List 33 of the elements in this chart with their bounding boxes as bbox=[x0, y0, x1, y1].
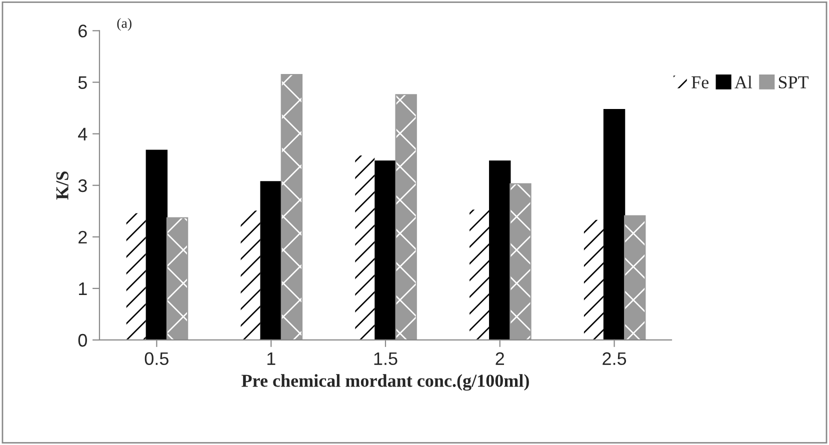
bar bbox=[374, 160, 396, 340]
bar bbox=[280, 74, 303, 340]
legend-label: Fe bbox=[692, 76, 708, 88]
x-tick-label: 2.5 bbox=[602, 352, 626, 366]
x-tick-label: 1 bbox=[267, 352, 276, 365]
x-axis-title: Pre chemical mordant conc.(g/100ml) bbox=[242, 374, 529, 391]
y-tick-label: 6 bbox=[78, 24, 87, 38]
bar bbox=[395, 94, 417, 340]
bar bbox=[125, 212, 147, 340]
bar bbox=[260, 181, 282, 340]
bar bbox=[468, 208, 490, 340]
bar bbox=[510, 183, 532, 340]
bar bbox=[582, 218, 605, 340]
bar bbox=[166, 217, 188, 340]
bar bbox=[240, 210, 262, 340]
bar bbox=[146, 150, 168, 340]
x-tick-label: 1.5 bbox=[374, 352, 398, 366]
y-tick-label: 0 bbox=[78, 334, 87, 347]
y-tick-label: 5 bbox=[78, 76, 87, 89]
bar bbox=[603, 109, 626, 340]
x-tick-label: 0.5 bbox=[144, 352, 168, 366]
y-tick-label: 2 bbox=[78, 230, 87, 244]
bar bbox=[354, 154, 376, 340]
bar bbox=[624, 215, 646, 340]
legend-label: Al bbox=[734, 76, 752, 88]
annotation: (a) bbox=[117, 18, 132, 31]
x-tick-label: 2 bbox=[496, 352, 504, 365]
y-tick-label: 4 bbox=[78, 128, 88, 140]
y-axis-title: K/S bbox=[56, 172, 68, 200]
y-tick-label: 3 bbox=[78, 179, 87, 192]
legend-label: SPT bbox=[778, 76, 809, 88]
bar bbox=[489, 160, 511, 340]
y-tick-label: 1 bbox=[79, 282, 87, 295]
